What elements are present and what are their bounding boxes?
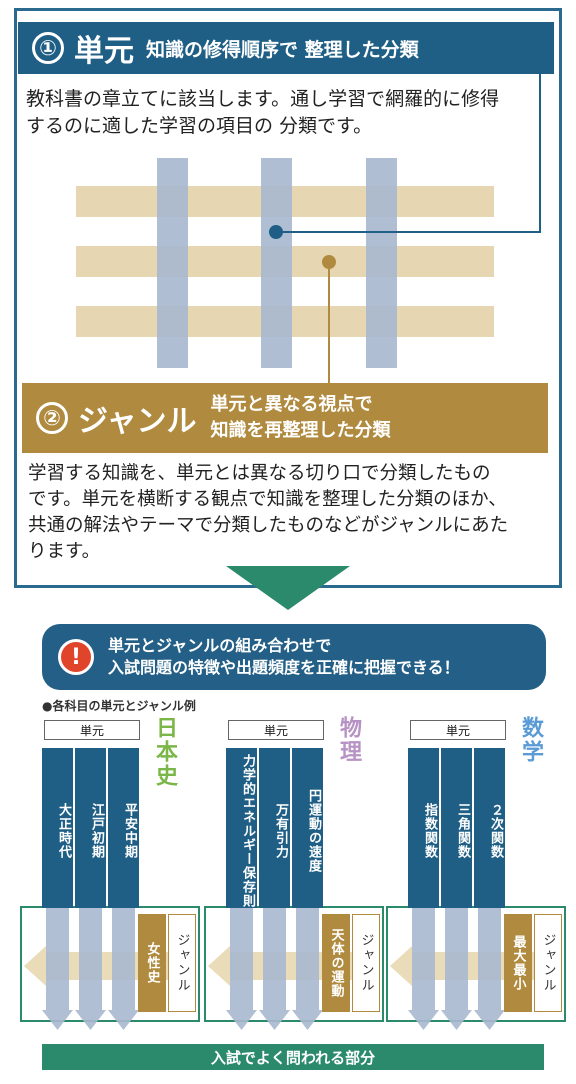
banner-line1: 単元とジャンルの組み合わせで [108, 636, 332, 655]
section2-line2: です。単元を横断する観点で知識を整理した分類のほか、 [28, 489, 507, 510]
down-arrow [108, 908, 139, 1030]
section2-line4: ります。 [28, 541, 101, 562]
down-arrow [292, 908, 323, 1030]
examples-heading: ●各科目の単元とジャンル例 [42, 699, 196, 713]
down-arrow [226, 908, 257, 1030]
genre-label-box: ジャンル [168, 914, 196, 1012]
connector-lines [269, 74, 541, 384]
subject-title: 物理 [336, 716, 361, 764]
unit-column: 三角関数 [441, 748, 472, 908]
vertical-column [157, 158, 188, 368]
genre-box: 女性史 [138, 914, 166, 1012]
down-arrow [259, 908, 290, 1030]
genre-label-box: ジャンル [534, 914, 562, 1012]
section2-header: ② ジャンル 単元と異なる視点で 知識を再整理した分類 [22, 383, 548, 453]
section2-line1: 学習する知識を、単元とは異なる切り口で分類したもの [28, 463, 491, 484]
section1-number: ① [32, 32, 64, 64]
section2-number: ② [36, 402, 68, 434]
genre-label-box: ジャンル [352, 914, 380, 1012]
unit-label-box: 単元 [410, 720, 506, 740]
key-message-banner: ! 単元とジャンルの組み合わせで 入試問題の特徴や出題頻度を正確に把握できる！ [42, 624, 546, 690]
banner-text: 単元とジャンルの組み合わせで 入試問題の特徴や出題頻度を正確に把握できる！ [108, 635, 460, 679]
vertical-column [366, 158, 397, 368]
unit-column: 大正時代 [42, 748, 73, 908]
down-arrow [75, 908, 106, 1030]
genre-box: 天体の運動 [322, 914, 350, 1012]
section2-subtitle-line1: 単元と異なる視点で [210, 394, 373, 415]
banner-line2: 入試問題の特徴や出題頻度を正確に把握できる！ [108, 658, 460, 677]
unit-column: 指数関数 [408, 748, 439, 908]
down-arrow [474, 908, 505, 1030]
section1-line2: するのに適した学習の項目の 分類です。 [26, 115, 373, 137]
frequent-exam-area-label: 入試でよく問われる部分 [42, 1044, 544, 1070]
unit-column: 万有引力 [259, 748, 290, 908]
unit-label-box: 単元 [44, 720, 140, 740]
unit-column: ２次関数 [474, 748, 505, 908]
down-arrow [441, 908, 472, 1030]
unit-column: 力学的エネルギー保存則 [226, 748, 257, 908]
section2-subtitle-line2: 知識を再整理した分類 [210, 420, 391, 441]
section2-description: 学習する知識を、単元とは異なる切り口で分類したもの です。単元を横断する観点で知… [28, 461, 552, 565]
down-arrow [42, 908, 73, 1030]
section1-subtitle: 知識の修得順序で 整理した分類 [146, 38, 419, 61]
section2-subtitle: 単元と異なる視点で 知識を再整理した分類 [211, 392, 391, 444]
subject-title: 数学 [518, 716, 543, 764]
section1-line1: 教科書の章立てに該当します。通し学習で網羅的に修得 [26, 88, 500, 110]
genre-box: 最大最小 [504, 914, 532, 1012]
vertical-column [261, 158, 292, 368]
section2-line3: 共通の解法やテーマで分類したものなどがジャンルにあた [28, 515, 509, 536]
section1-title: 単元 [74, 34, 134, 69]
section2-title: ジャンル [78, 404, 197, 439]
unit-column: 円運動の速度 [292, 748, 323, 908]
exclamation-icon: ! [58, 639, 94, 675]
unit-column: 江戸初期 [75, 748, 106, 908]
subject-title: 日本史 [152, 716, 177, 788]
section1-header: ① 単元 知識の修得順序で 整理した分類 [18, 22, 554, 74]
section1-description: 教科書の章立てに該当します。通し学習で網羅的に修得 するのに適した学習の項目の … [26, 86, 550, 140]
unit-column: 平安中期 [108, 748, 139, 908]
unit-label-box: 単元 [228, 720, 324, 740]
down-arrow-icon [226, 566, 350, 610]
down-arrow [408, 908, 439, 1030]
